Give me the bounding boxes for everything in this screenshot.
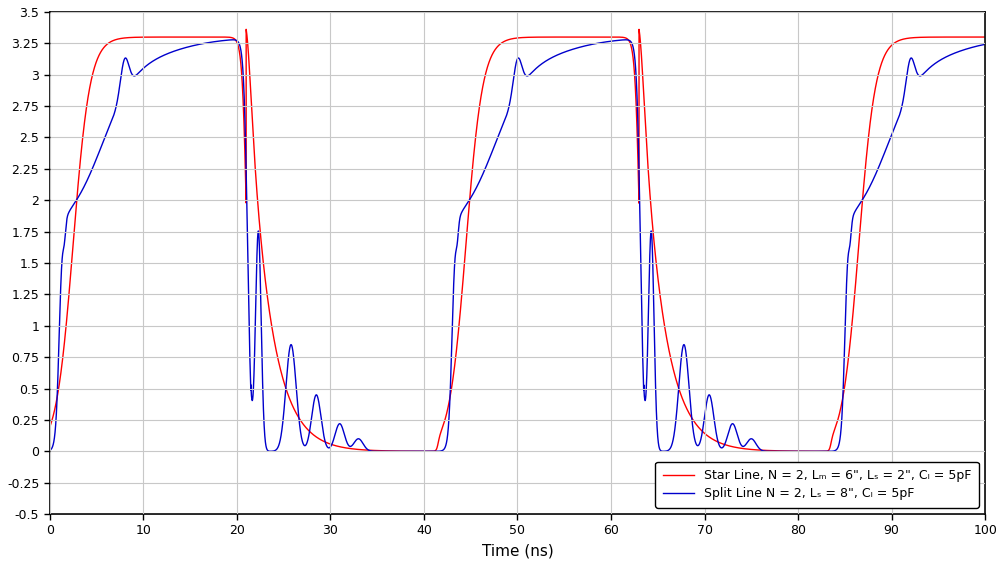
Star Line, N = 2, Lₘ = 6", Lₛ = 2", Cₗ = 5pF bbox=[240, 26, 252, 33]
Star Line, N = 2, Lₘ = 6", Lₛ = 2", Cₗ = 5pF bbox=[933, 34, 945, 41]
Star Line, N = 2, Lₘ = 6", Lₛ = 2", Cₗ = 5pF bbox=[639, 122, 651, 129]
Split Line N = 2, Lₛ = 8", Cₗ = 5pF bbox=[978, 41, 990, 47]
Split Line N = 2, Lₛ = 8", Cₗ = 5pF bbox=[933, 57, 945, 64]
Split Line N = 2, Lₛ = 8", Cₗ = 5pF bbox=[891, 118, 903, 125]
Line: Split Line N = 2, Lₛ = 8", Cₗ = 5pF: Split Line N = 2, Lₛ = 8", Cₗ = 5pF bbox=[50, 40, 984, 451]
Star Line, N = 2, Lₘ = 6", Lₛ = 2", Cₗ = 5pF bbox=[536, 34, 548, 41]
Star Line, N = 2, Lₘ = 6", Lₛ = 2", Cₗ = 5pF bbox=[158, 34, 171, 41]
Split Line N = 2, Lₛ = 8", Cₗ = 5pF bbox=[639, 396, 651, 403]
Star Line, N = 2, Lₘ = 6", Lₛ = 2", Cₗ = 5pF bbox=[816, 448, 828, 455]
X-axis label: Time (ns): Time (ns) bbox=[481, 543, 553, 558]
Star Line, N = 2, Lₘ = 6", Lₛ = 2", Cₗ = 5pF bbox=[65, 265, 77, 272]
Split Line N = 2, Lₛ = 8", Cₗ = 5pF bbox=[400, 448, 412, 455]
Split Line N = 2, Lₛ = 8", Cₗ = 5pF bbox=[536, 60, 548, 67]
Star Line, N = 2, Lₘ = 6", Lₛ = 2", Cₗ = 5pF bbox=[44, 424, 56, 431]
Split Line N = 2, Lₛ = 8", Cₗ = 5pF bbox=[227, 36, 239, 43]
Star Line, N = 2, Lₘ = 6", Lₛ = 2", Cₗ = 5pF bbox=[978, 34, 990, 41]
Legend: Star Line, N = 2, Lₘ = 6", Lₛ = 2", Cₗ = 5pF, Split Line N = 2, Lₛ = 8", Cₗ = 5p: Star Line, N = 2, Lₘ = 6", Lₛ = 2", Cₗ =… bbox=[655, 462, 978, 508]
Split Line N = 2, Lₛ = 8", Cₗ = 5pF bbox=[158, 51, 171, 58]
Star Line, N = 2, Lₘ = 6", Lₛ = 2", Cₗ = 5pF bbox=[891, 38, 903, 45]
Split Line N = 2, Lₛ = 8", Cₗ = 5pF bbox=[65, 205, 77, 212]
Line: Star Line, N = 2, Lₘ = 6", Lₛ = 2", Cₗ = 5pF: Star Line, N = 2, Lₘ = 6", Lₛ = 2", Cₗ =… bbox=[50, 29, 984, 451]
Split Line N = 2, Lₛ = 8", Cₗ = 5pF bbox=[44, 447, 56, 454]
